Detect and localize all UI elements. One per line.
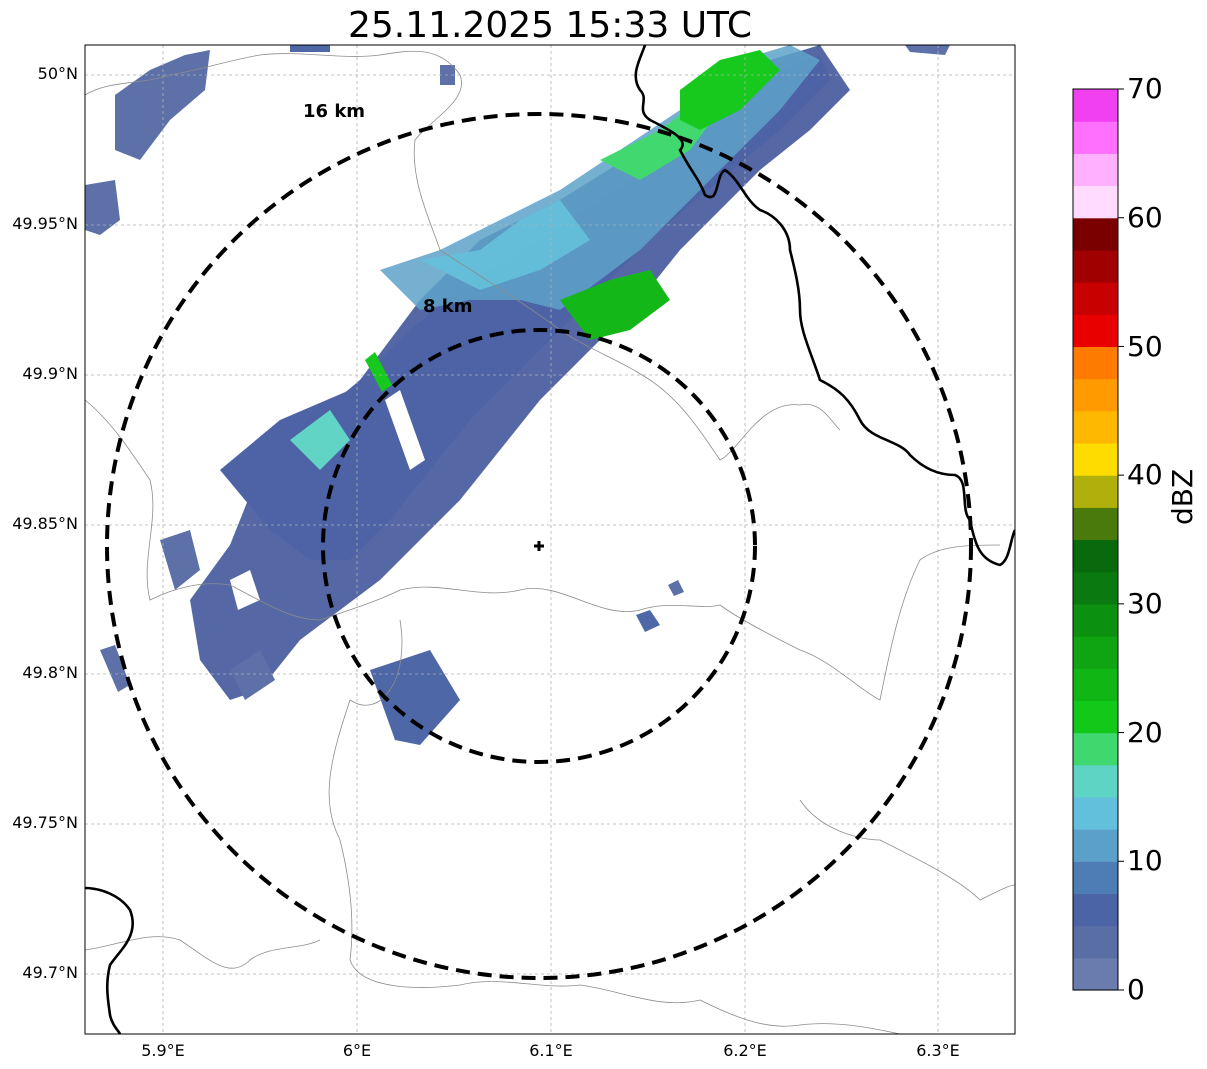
- y-tick-label: 49.9°N: [22, 364, 78, 383]
- y-tick-label: 50°N: [37, 64, 78, 83]
- reflectivity-echoes: [85, 45, 950, 745]
- colorbar-segment: [1073, 410, 1118, 444]
- range-ring-8km: [321, 328, 757, 764]
- colorbar-segment: [1073, 571, 1118, 605]
- colorbar-segment: [1073, 829, 1118, 862]
- range-label-16km: 16 km: [303, 101, 365, 122]
- colorbar-segment: [1073, 539, 1118, 573]
- y-tick-label: 49.8°N: [22, 663, 78, 682]
- colorbar-segment: [1073, 153, 1118, 187]
- colorbar-tick-label: 40: [1127, 458, 1163, 491]
- range-ring-16km: [105, 112, 973, 980]
- plus-icon: [534, 541, 544, 551]
- colorbar-segment: [1073, 249, 1118, 283]
- map-title: 25.11.2025 15:33 UTC: [347, 5, 753, 46]
- colorbar-segment: [1073, 668, 1118, 701]
- colorbar-tick-label: 30: [1127, 587, 1163, 620]
- y-tick-label: 49.85°N: [12, 514, 78, 533]
- colorbar-segment: [1073, 700, 1118, 734]
- colorbar-segment: [1073, 861, 1118, 895]
- colorbar-segment: [1073, 636, 1118, 669]
- range-label-8km: 8 km: [423, 296, 473, 317]
- colorbar-tick-label: 60: [1127, 201, 1163, 234]
- colorbar-segment: [1073, 732, 1118, 766]
- colorbar-segment: [1073, 507, 1118, 541]
- map-frame: [84, 44, 1016, 1035]
- colorbar-segment: [1073, 378, 1118, 412]
- x-tick-label: 6.3°E: [916, 1041, 960, 1060]
- colorbar-segment: [1073, 314, 1118, 348]
- x-tick-label: 6.2°E: [723, 1041, 767, 1060]
- range-rings: [105, 112, 973, 980]
- colorbar-segment: [1073, 346, 1118, 380]
- graticule: [85, 45, 1015, 1034]
- colorbar-frame: [1072, 88, 1119, 991]
- x-tick-label: 5.9°E: [141, 1041, 185, 1060]
- colorbar-tick-label: 50: [1127, 330, 1163, 363]
- y-tick-label: 49.7°N: [22, 963, 78, 982]
- colorbar-label: dBZ: [1166, 468, 1199, 525]
- colorbar-segment: [1073, 603, 1118, 637]
- colorbar-tick-label: 70: [1127, 72, 1163, 105]
- colorbar: [1073, 88, 1124, 991]
- colorbar-tick-label: 0: [1127, 973, 1145, 1006]
- x-tick-label: 6°E: [342, 1041, 372, 1060]
- y-tick-label: 49.95°N: [12, 214, 78, 233]
- y-tick-label: 49.75°N: [12, 813, 78, 832]
- colorbar-tick-label: 10: [1127, 844, 1163, 877]
- x-tick-label: 6.1°E: [529, 1041, 573, 1060]
- colorbar-tick-label: 20: [1127, 716, 1163, 749]
- colorbar-segment: [1073, 217, 1118, 251]
- colorbar-segment: [1073, 796, 1118, 830]
- colorbar-segment: [1073, 957, 1118, 991]
- colorbar-segment: [1073, 282, 1118, 315]
- colorbar-segment: [1073, 185, 1118, 219]
- colorbar-segment: [1073, 475, 1118, 508]
- national-borders: [85, 45, 1015, 1034]
- colorbar-segment: [1073, 121, 1118, 154]
- admin-boundaries: [85, 50, 1015, 1034]
- colorbar-segment: [1073, 442, 1118, 476]
- colorbar-segment: [1073, 925, 1118, 959]
- colorbar-segment: [1073, 893, 1118, 927]
- colorbar-segment: [1073, 89, 1118, 122]
- colorbar-segment: [1073, 764, 1118, 798]
